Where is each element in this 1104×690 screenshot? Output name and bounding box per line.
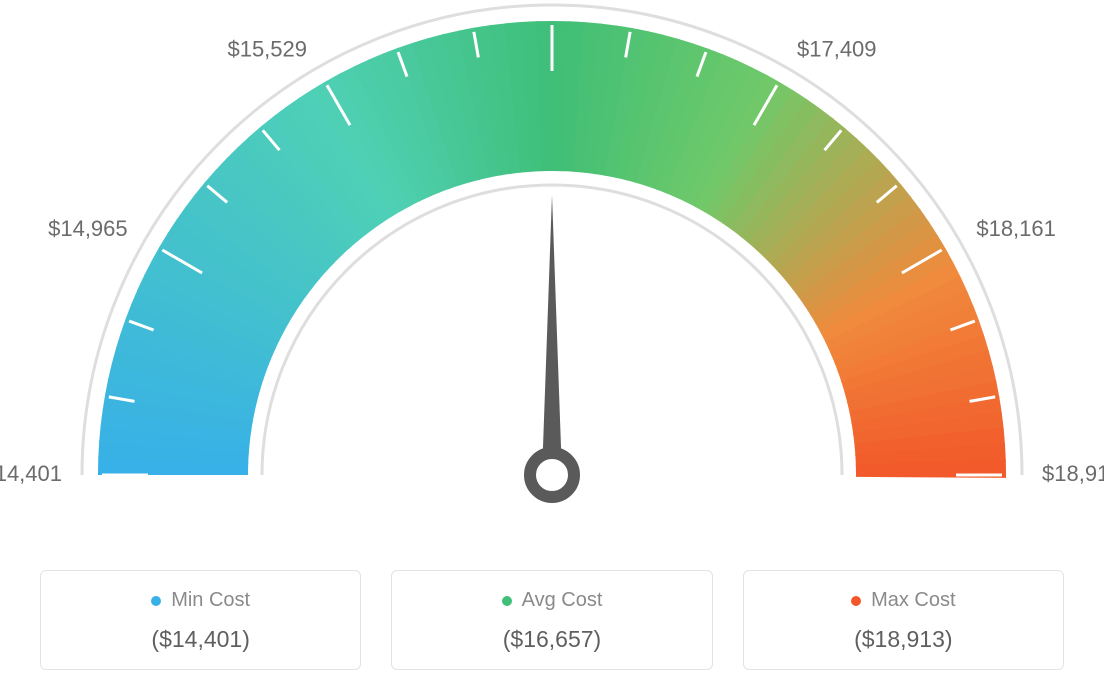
dot-icon	[851, 596, 861, 606]
legend-value-max: ($18,913)	[754, 626, 1053, 653]
legend-value-avg: ($16,657)	[402, 626, 701, 653]
gauge-tick-label: $18,161	[976, 216, 1056, 241]
dot-icon	[502, 596, 512, 606]
gauge-chart: $14,401$14,965$15,529$16,657$17,409$18,1…	[0, 0, 1104, 550]
gauge-svg: $14,401$14,965$15,529$16,657$17,409$18,1…	[0, 0, 1104, 560]
legend-title-min: Min Cost	[51, 589, 350, 612]
dot-icon	[151, 596, 161, 606]
legend-label: Avg Cost	[522, 589, 603, 612]
legend-value-min: ($14,401)	[51, 626, 350, 653]
gauge-tick-label: $14,401	[0, 461, 62, 486]
legend-card-min: Min Cost ($14,401)	[40, 570, 361, 670]
legend-card-avg: Avg Cost ($16,657)	[391, 570, 712, 670]
legend-card-max: Max Cost ($18,913)	[743, 570, 1064, 670]
legend-title-max: Max Cost	[754, 589, 1053, 612]
legend-title-avg: Avg Cost	[402, 589, 701, 612]
legend-row: Min Cost ($14,401) Avg Cost ($16,657) Ma…	[40, 570, 1064, 670]
gauge-tick-label: $15,529	[227, 37, 307, 62]
legend-label: Max Cost	[871, 589, 955, 612]
gauge-tick-label: $18,913	[1042, 461, 1104, 486]
legend-label: Min Cost	[171, 589, 250, 612]
gauge-tick-label: $14,965	[48, 216, 128, 241]
gauge-tick-label: $17,409	[797, 37, 877, 62]
